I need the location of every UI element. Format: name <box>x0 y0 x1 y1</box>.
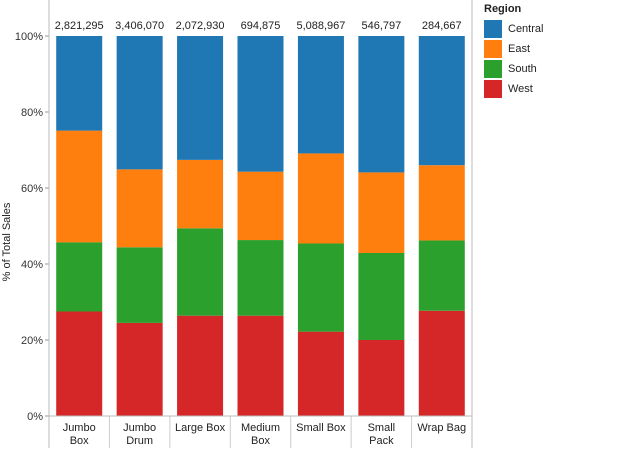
bar-segment-west <box>56 311 103 416</box>
x-tick-label: Jumbo Drum <box>123 422 156 447</box>
axes-lines <box>48 0 473 448</box>
bar-segment-east <box>56 130 103 243</box>
y-tick-label: 80% <box>21 107 43 119</box>
legend-swatch <box>484 20 502 38</box>
bar-segment-west <box>237 315 284 416</box>
bar-total-label: 694,875 <box>241 20 281 32</box>
bar-totals: 2,821,295 3,406,070 2,072,930 694,875 5,088,… <box>55 20 462 32</box>
bar-segment-east <box>177 159 224 229</box>
bars <box>56 36 465 416</box>
bar-total-label: 2,821,295 <box>55 20 104 32</box>
legend-title: Region <box>484 3 522 15</box>
x-axis: Jumbo Box Jumbo Drum Large Box Medium Box Small… <box>63 416 466 448</box>
bar-segment-east <box>237 171 284 241</box>
bar-segment-west <box>418 310 465 416</box>
legend: Region Central East South West <box>484 3 624 99</box>
legend-items: Central East South West <box>484 19 624 99</box>
bar-total-label: 284,667 <box>422 20 462 32</box>
bar-segment-south <box>418 240 465 311</box>
y-tick-label: 60% <box>21 183 43 195</box>
bar-total-label: 546,797 <box>361 20 401 32</box>
y-axis: 0% 20% 40% 60% 80% 100% <box>15 31 49 423</box>
x-tick-label: Small Box <box>296 422 346 434</box>
x-tick-label: Small Pack <box>368 422 396 447</box>
legend-label: Central <box>508 23 544 35</box>
legend-item-central[interactable]: Central <box>484 19 624 39</box>
bar-segment-east <box>358 172 405 253</box>
bar-total-label: 3,406,070 <box>115 20 164 32</box>
x-tick-label: Wrap Bag <box>417 422 466 434</box>
bar-segment-central <box>116 36 163 170</box>
bar-segment-central <box>56 36 103 131</box>
x-tick-label: Medium Box <box>241 422 280 447</box>
x-tick-label: Large Box <box>175 422 226 434</box>
legend-label: East <box>508 43 531 55</box>
bar-segment-east <box>418 165 465 241</box>
bar-segment-central <box>177 36 224 160</box>
x-tick-label: Jumbo Box <box>63 422 96 447</box>
bar-segment-central <box>418 36 465 166</box>
legend-item-south[interactable]: South <box>484 59 624 79</box>
y-tick-label: 40% <box>21 259 43 271</box>
legend-item-west[interactable]: West <box>484 79 624 99</box>
bar-segment-south <box>177 228 224 316</box>
y-tick-label: 20% <box>21 335 43 347</box>
bar-segment-west <box>177 315 224 416</box>
bar-segment-south <box>116 247 163 323</box>
bar-segment-east <box>116 169 163 248</box>
legend-swatch <box>484 80 502 98</box>
bar-segment-west <box>116 322 163 416</box>
y-tick-label: 100% <box>15 31 43 43</box>
legend-label: South <box>508 63 537 75</box>
legend-swatch <box>484 40 502 58</box>
y-axis-label: % of Total Sales <box>1 202 13 281</box>
legend-label: West <box>508 83 533 95</box>
bar-segment-south <box>297 243 344 332</box>
bar-segment-east <box>297 153 344 244</box>
bar-segment-west <box>358 340 405 416</box>
legend-item-east[interactable]: East <box>484 39 624 59</box>
bar-total-label: 2,072,930 <box>176 20 225 32</box>
y-tick-label: 0% <box>27 411 43 423</box>
bar-total-label: 5,088,967 <box>296 20 345 32</box>
bar-segment-south <box>358 252 405 340</box>
legend-swatch <box>484 60 502 78</box>
bar-segment-central <box>297 36 344 154</box>
bar-segment-west <box>297 331 344 416</box>
bar-segment-central <box>237 36 284 172</box>
bar-segment-central <box>358 36 405 173</box>
bar-segment-south <box>237 240 284 316</box>
bar-segment-south <box>56 242 103 312</box>
